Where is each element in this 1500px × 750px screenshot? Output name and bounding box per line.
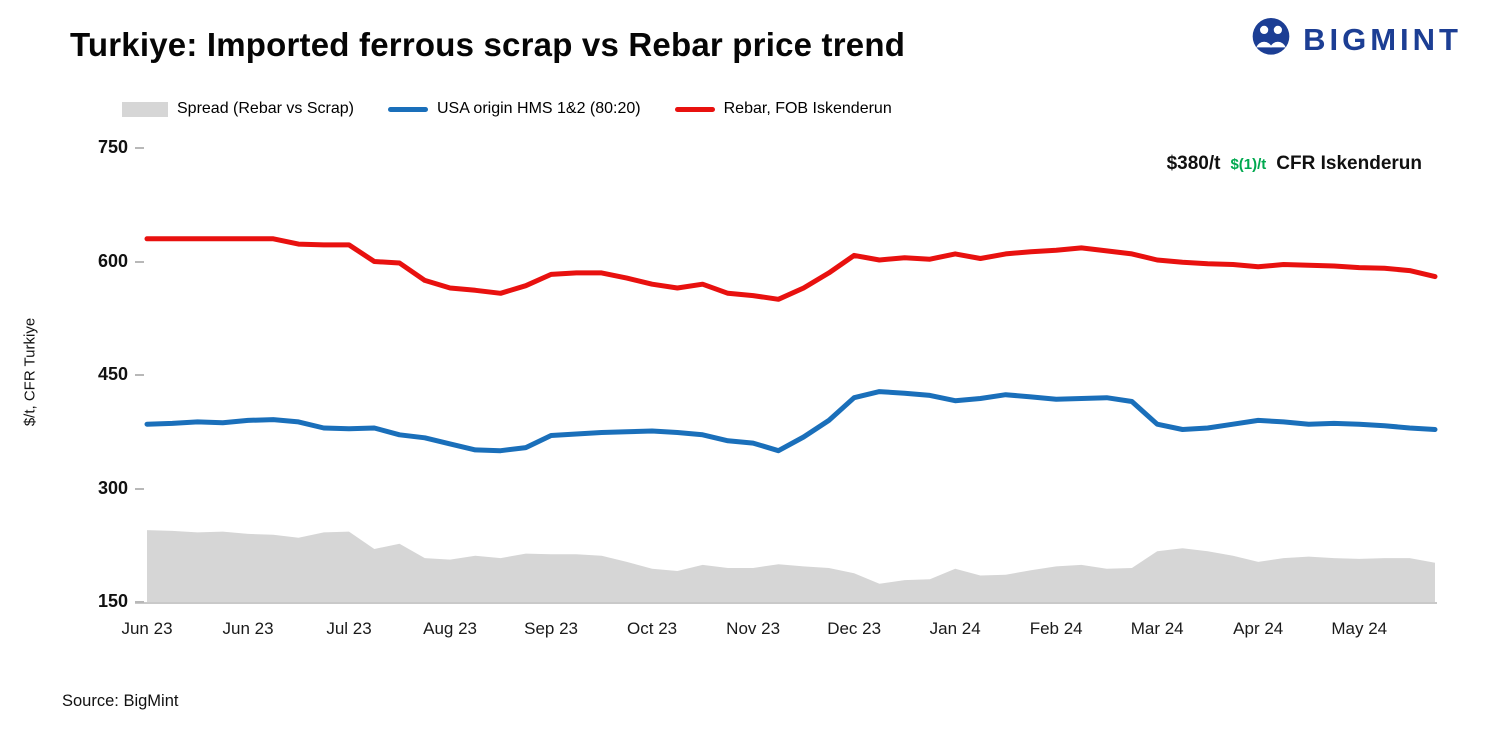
y-tick-label: 600 xyxy=(97,250,128,271)
y-tick-mark xyxy=(135,487,144,490)
y-tick-label: 450 xyxy=(97,364,128,384)
scrap-line-swatch xyxy=(387,106,428,112)
x-axis-line xyxy=(135,602,1437,604)
x-tick-label: Aug 23 xyxy=(423,619,477,638)
legend-label-scrap: USA origin HMS 1&2 (80:20) xyxy=(436,100,641,117)
x-tick-label: Jun 23 xyxy=(222,619,274,638)
x-tick-label: Feb 24 xyxy=(1029,619,1083,638)
x-tick-label: Apr 24 xyxy=(1233,619,1284,638)
legend-label-spread: Spread (Rebar vs Scrap) xyxy=(177,100,354,117)
legend-item-rebar: Rebar, FOB Iskenderun xyxy=(674,100,892,118)
rebar-line xyxy=(144,236,1438,302)
x-tick-label: Jan 24 xyxy=(929,619,981,638)
y-axis-title: $/t, CFR Turkiye xyxy=(21,317,39,427)
y-tick-label: 750 xyxy=(97,137,128,157)
x-tick-label: Mar 24 xyxy=(1130,619,1184,638)
spread-area xyxy=(147,530,1435,602)
bigmint-logo-text: BIGMINT xyxy=(1303,22,1462,57)
y-tick-mark xyxy=(135,601,144,603)
y-tick-label: 300 xyxy=(97,477,128,498)
legend-item-spread: Spread (Rebar vs Scrap) xyxy=(122,100,354,118)
y-tick-label: 150 xyxy=(97,591,128,611)
source-note: Source: BigMint xyxy=(62,692,179,710)
spread-swatch xyxy=(122,101,168,117)
annotation-change: $(1)/t xyxy=(1230,156,1267,173)
y-tick-mark xyxy=(135,147,144,149)
bigmint-logo-icon xyxy=(1252,18,1290,55)
bigmint-logo: BIGMINT xyxy=(1249,16,1462,64)
x-tick-label: May 24 xyxy=(1331,619,1388,638)
x-tick-label: Dec 23 xyxy=(827,619,882,638)
x-tick-label: Jul 23 xyxy=(326,619,372,638)
x-tick-label: Sep 23 xyxy=(524,619,579,638)
y-tick-mark xyxy=(135,260,144,263)
price-annotation: $380/t $(1)/t CFR Iskenderun xyxy=(1167,153,1422,175)
x-tick-label: Jun 23 xyxy=(121,619,173,638)
chart-legend: Spread (Rebar vs Scrap) USA origin HMS 1… xyxy=(122,100,892,118)
page-title: Turkiye: Imported ferrous scrap vs Rebar… xyxy=(70,26,906,63)
x-tick-label: Nov 23 xyxy=(726,619,781,638)
legend-label-rebar: Rebar, FOB Iskenderun xyxy=(723,100,892,117)
legend-item-scrap: USA origin HMS 1&2 (80:20) xyxy=(387,100,641,118)
scrap-line xyxy=(144,389,1438,454)
plot-svg xyxy=(144,236,1438,602)
annotation-suffix: CFR Iskenderun xyxy=(1276,153,1422,174)
x-tick-label: Oct 23 xyxy=(627,619,678,638)
y-tick-mark xyxy=(135,374,144,376)
annotation-price: $380/t xyxy=(1166,153,1221,174)
rebar-line-swatch xyxy=(674,106,715,112)
